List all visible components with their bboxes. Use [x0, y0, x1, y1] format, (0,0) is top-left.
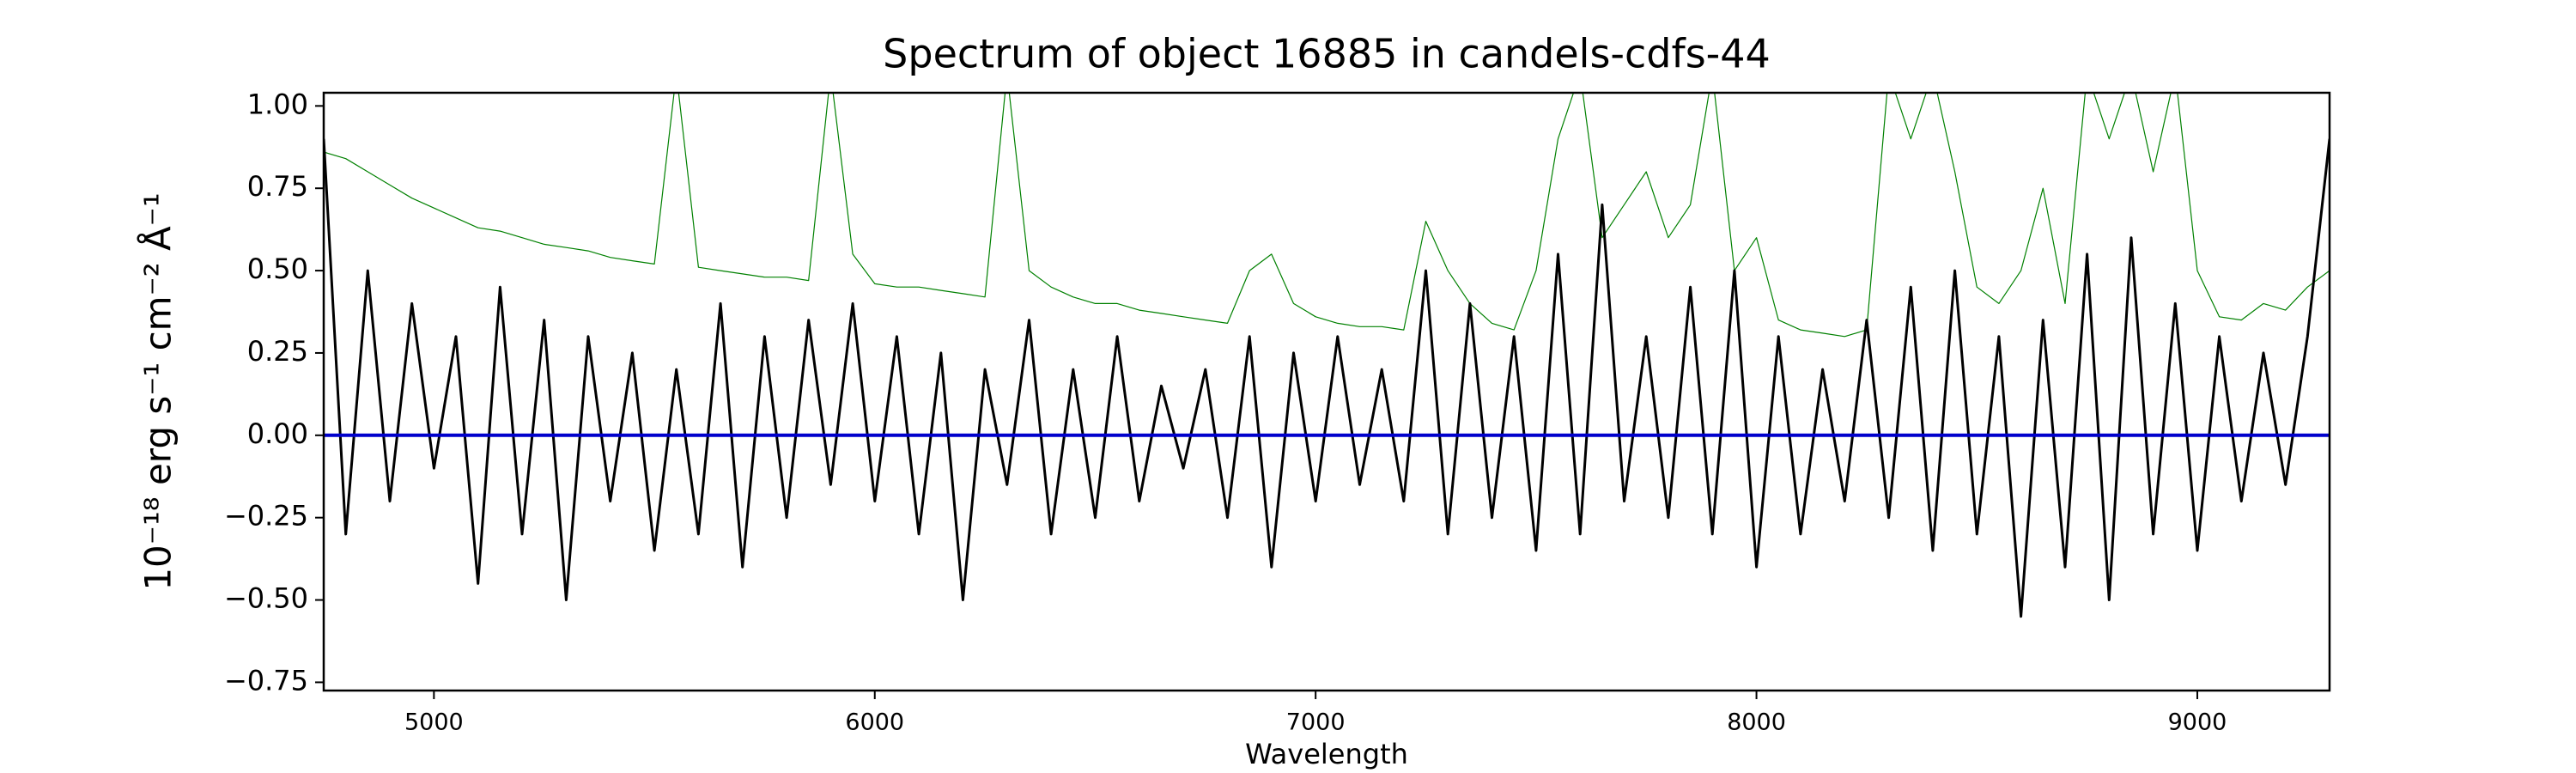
y-tick-label: −0.75 — [224, 664, 308, 697]
x-tick-label: 8000 — [1727, 709, 1786, 736]
spectrum-line — [324, 93, 2330, 338]
spectrum-line — [324, 138, 2330, 618]
axes-frame — [322, 91, 2331, 692]
plot-area — [324, 93, 2330, 618]
chart-title: Spectrum of object 16885 in candels-cdfs… — [883, 31, 1771, 77]
x-tick-label: 9000 — [2168, 709, 2227, 736]
y-tick-label: 0.25 — [247, 335, 308, 368]
x-tick-label: 6000 — [845, 709, 904, 736]
y-tick-label: −0.25 — [224, 500, 308, 533]
x-tick-label: 7000 — [1286, 709, 1346, 736]
x-tick-label: 5000 — [404, 709, 464, 736]
y-tick-label: 1.00 — [247, 88, 308, 120]
y-tick-label: −0.50 — [224, 582, 308, 615]
x-axis-label: Wavelength — [1245, 738, 1408, 770]
y-axis-label: 10⁻¹⁸ erg s⁻¹ cm⁻² Å⁻¹ — [137, 192, 179, 590]
y-tick-label: 0.50 — [247, 253, 308, 285]
y-tick-label: 0.00 — [247, 417, 308, 450]
y-tick-label: 0.75 — [247, 170, 308, 203]
